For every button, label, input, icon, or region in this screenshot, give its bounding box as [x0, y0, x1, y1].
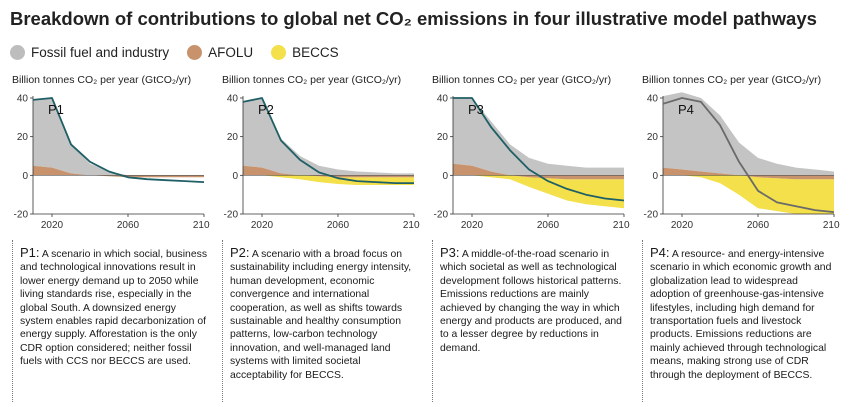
description-text: A scenario with a broad focus on sustain…	[230, 249, 412, 381]
description-p4: P4: A resource- and energy-intensive sce…	[642, 240, 839, 402]
x-tick-label: 2100	[403, 220, 420, 231]
panel-label: P1	[48, 102, 64, 117]
x-tick-label: 2020	[251, 220, 274, 231]
panel-p3: Billion tonnes CO₂ per year (GtCO₂/yr) 4…	[430, 74, 630, 242]
afolu-negative-area	[453, 175, 624, 180]
y-axis-unit-label: Billion tonnes CO₂ per year (GtCO₂/yr)	[642, 74, 822, 86]
y-tick-label: -20	[224, 210, 239, 221]
y-axis-unit-label: Billion tonnes CO₂ per year (GtCO₂/yr)	[12, 74, 192, 86]
y-tick-label: -20	[644, 210, 659, 221]
net-emissions-line	[453, 97, 625, 202]
legend-item-afolu: AFOLU	[187, 44, 254, 60]
chart-p2: 40 20 0 -20 2020 2060 2100 P2	[224, 94, 420, 232]
y-tick-label: -20	[14, 210, 29, 221]
legend-item-beccs: BECCS	[271, 44, 339, 60]
y-tick-label: 40	[227, 94, 239, 105]
x-tick-label: 2060	[117, 220, 140, 231]
legend: Fossil fuel and industry AFOLU BECCS	[10, 43, 357, 61]
afolu-negative-area	[33, 175, 204, 178]
afolu-area	[453, 163, 624, 176]
y-tick-label: 40	[647, 94, 659, 105]
y-tick-label: 40	[17, 94, 29, 105]
y-tick-label: 0	[442, 171, 448, 182]
net-emissions-line	[32, 97, 205, 183]
fossil-fuel-area	[33, 98, 204, 176]
chart-p1: 40 20 0 -20 2020 2060 2100 P1	[14, 94, 210, 232]
x-tick-label: 2100	[613, 220, 630, 231]
y-tick-label: 0	[232, 171, 238, 182]
chart-title: Breakdown of contributions to global net…	[10, 8, 817, 29]
panel-p4: Billion tonnes CO₂ per year (GtCO₂/yr) 4…	[640, 74, 840, 242]
fossil-swatch-icon	[10, 44, 25, 60]
description-code: P2:	[230, 245, 250, 260]
y-axis-unit-label: Billion tonnes CO₂ per year (GtCO₂/yr)	[432, 74, 612, 86]
panel-label: P4	[678, 102, 694, 117]
description-code: P4:	[650, 245, 670, 260]
legend-label-fossil: Fossil fuel and industry	[31, 44, 170, 60]
x-tick-label: 2060	[327, 220, 350, 231]
y-tick-label: 20	[227, 132, 239, 143]
x-tick-label: 2100	[823, 220, 840, 231]
afolu-area	[243, 165, 414, 176]
chart-p4: 40 20 0 -20 2020 2060 2100 P4	[644, 92, 840, 231]
y-tick-label: 0	[652, 171, 658, 182]
y-tick-label: -20	[434, 210, 449, 221]
fossil-fuel-area	[453, 98, 624, 176]
x-tick-label: 2020	[671, 220, 694, 231]
x-tick-label: 2060	[537, 220, 560, 231]
beccs-area	[453, 175, 624, 209]
x-tick-label: 2020	[461, 220, 484, 231]
description-code: P1:	[20, 245, 40, 260]
net-emissions-line	[662, 97, 835, 213]
x-tick-label: 2020	[41, 220, 64, 231]
description-p2: P2: A scenario with a broad focus on sus…	[222, 240, 419, 402]
afolu-negative-area	[243, 175, 414, 178]
description-text: A scenario in which social, business and…	[20, 249, 208, 368]
y-tick-label: 20	[437, 132, 449, 143]
panel-p1: Billion tonnes CO₂ per year (GtCO₂/yr) 4…	[10, 74, 210, 242]
y-tick-label: 40	[437, 94, 449, 105]
y-axis-unit-label: Billion tonnes CO₂ per year (GtCO₂/yr)	[222, 74, 402, 86]
panel-label: P3	[468, 102, 484, 117]
description-text: A resource- and energy-intensive scenari…	[650, 249, 832, 381]
panel-label: P2	[258, 102, 274, 117]
description-p3: P3: A middle-of-the-road scenario in whi…	[432, 240, 629, 402]
beccs-area	[663, 175, 834, 214]
y-tick-label: 20	[647, 132, 659, 143]
afolu-swatch-icon	[187, 44, 203, 60]
fossil-fuel-area	[663, 92, 834, 176]
description-code: P3:	[440, 245, 460, 260]
legend-label-beccs: BECCS	[292, 44, 339, 60]
panel-p2: Billion tonnes CO₂ per year (GtCO₂/yr) 4…	[220, 74, 420, 242]
chart-p3: 40 20 0 -20 2020 2060 2100 P3	[434, 94, 630, 232]
y-tick-label: 20	[17, 132, 29, 143]
beccs-swatch-icon	[271, 44, 287, 60]
x-tick-label: 2100	[193, 220, 210, 231]
afolu-area	[33, 165, 204, 176]
afolu-area	[663, 167, 834, 176]
description-text: A middle-of-the-road scenario in which s…	[440, 249, 622, 354]
net-emissions-line	[242, 97, 414, 184]
legend-label-afolu: AFOLU	[208, 44, 254, 60]
legend-item-fossil: Fossil fuel and industry	[10, 44, 170, 60]
x-tick-label: 2060	[747, 220, 770, 231]
afolu-negative-area	[663, 175, 834, 180]
y-tick-label: 0	[22, 171, 28, 182]
description-p1: P1: A scenario in which social, business…	[12, 240, 209, 402]
fossil-fuel-area	[243, 98, 414, 176]
